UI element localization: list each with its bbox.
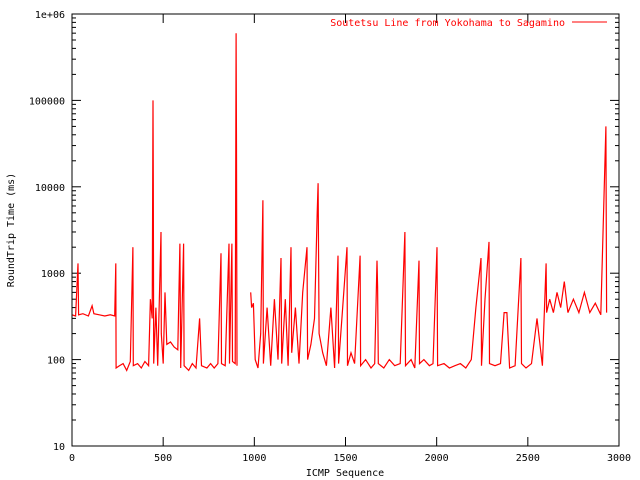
y-tick-label: 1e+06 [35,10,65,21]
legend-label: Soutetsu Line from Yokohama to Sagamino [330,18,565,29]
series-layer [71,33,608,372]
y-tick-label: 100000 [29,96,65,107]
y-tick-label: 10 [53,442,65,453]
x-tick-label: 500 [154,453,172,464]
y-axis-label: RoundTrip Time (ms) [6,173,17,287]
axis-ticks [71,13,620,447]
x-axis-label: ICMP Sequence [306,468,384,479]
y-tick-label: 100 [47,356,65,367]
x-tick-label: 2500 [516,453,540,464]
x-tick-label: 3000 [607,453,631,464]
x-tick-label: 1500 [333,453,357,464]
x-tick-label: 0 [69,453,75,464]
plot-frame [71,13,620,447]
x-tick-label: 1000 [242,453,266,464]
x-tick-label: 2000 [425,453,449,464]
series-line [71,33,608,372]
y-tick-labels: 10 100 1000 10000 100000 1e+06 [29,10,65,453]
y-tick-label: 1000 [41,269,65,280]
x-tick-labels: 0 500 1000 1500 2000 2500 3000 [69,453,631,464]
y-tick-label: 10000 [35,183,65,194]
